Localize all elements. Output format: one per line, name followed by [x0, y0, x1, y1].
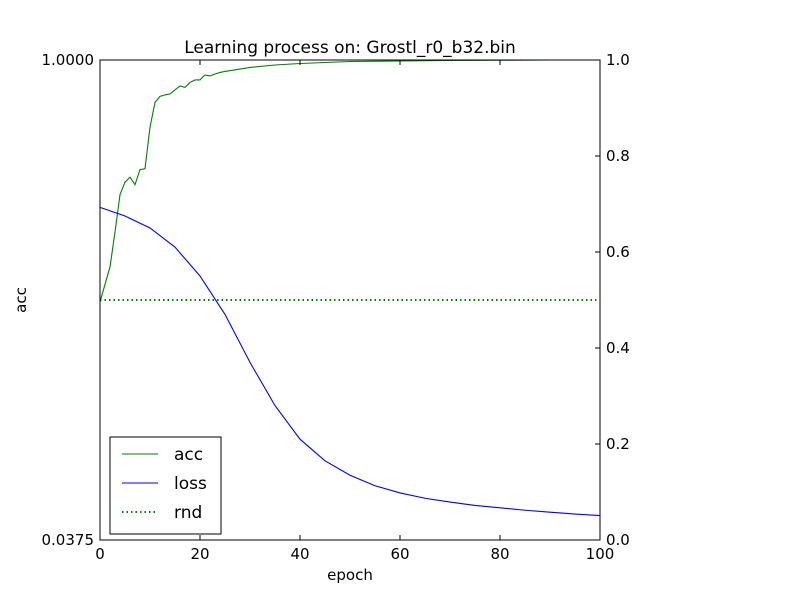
x-axis-label: epoch	[327, 566, 373, 584]
series-line-acc	[99, 59, 600, 303]
y-right-tick-label: 0.2	[606, 435, 630, 453]
x-tick-label: 80	[490, 545, 509, 563]
x-tick-label: 40	[290, 545, 309, 563]
y-left-tick-label: 1.0000	[42, 51, 95, 69]
series-line-loss	[99, 206, 601, 517]
y-right-tick-label: 0.0	[606, 531, 630, 549]
plot-frame	[99, 59, 601, 541]
x-tick-label: 20	[190, 545, 209, 563]
plot-area	[99, 59, 601, 541]
x-tick-label: 0	[95, 545, 105, 563]
y-right-tick-label: 0.4	[606, 339, 630, 357]
legend-label-rnd: rnd	[174, 503, 202, 523]
legend-label-acc: acc	[174, 445, 203, 465]
legend-label-loss: loss	[174, 474, 207, 494]
chart-title: Learning process on: Grostl_r0_b32.bin	[184, 38, 516, 58]
y-right-tick-label: 0.6	[606, 243, 630, 261]
legend: acc loss rnd	[109, 436, 222, 535]
x-tick-label: 60	[390, 545, 409, 563]
y-left-tick-label: 0.0375	[42, 531, 95, 549]
y-right-tick-label: 0.8	[606, 147, 630, 165]
legend-box	[109, 436, 222, 535]
y-axis-label: acc	[12, 287, 30, 313]
tick-layer: 0 20 40 60 80 100 1.0000 0.0375 0.0 0.2 0.4 0.6 0.8 1…	[42, 51, 630, 563]
y-right-tick-label: 1.0	[606, 51, 630, 69]
x-tick-label: 100	[586, 545, 615, 563]
